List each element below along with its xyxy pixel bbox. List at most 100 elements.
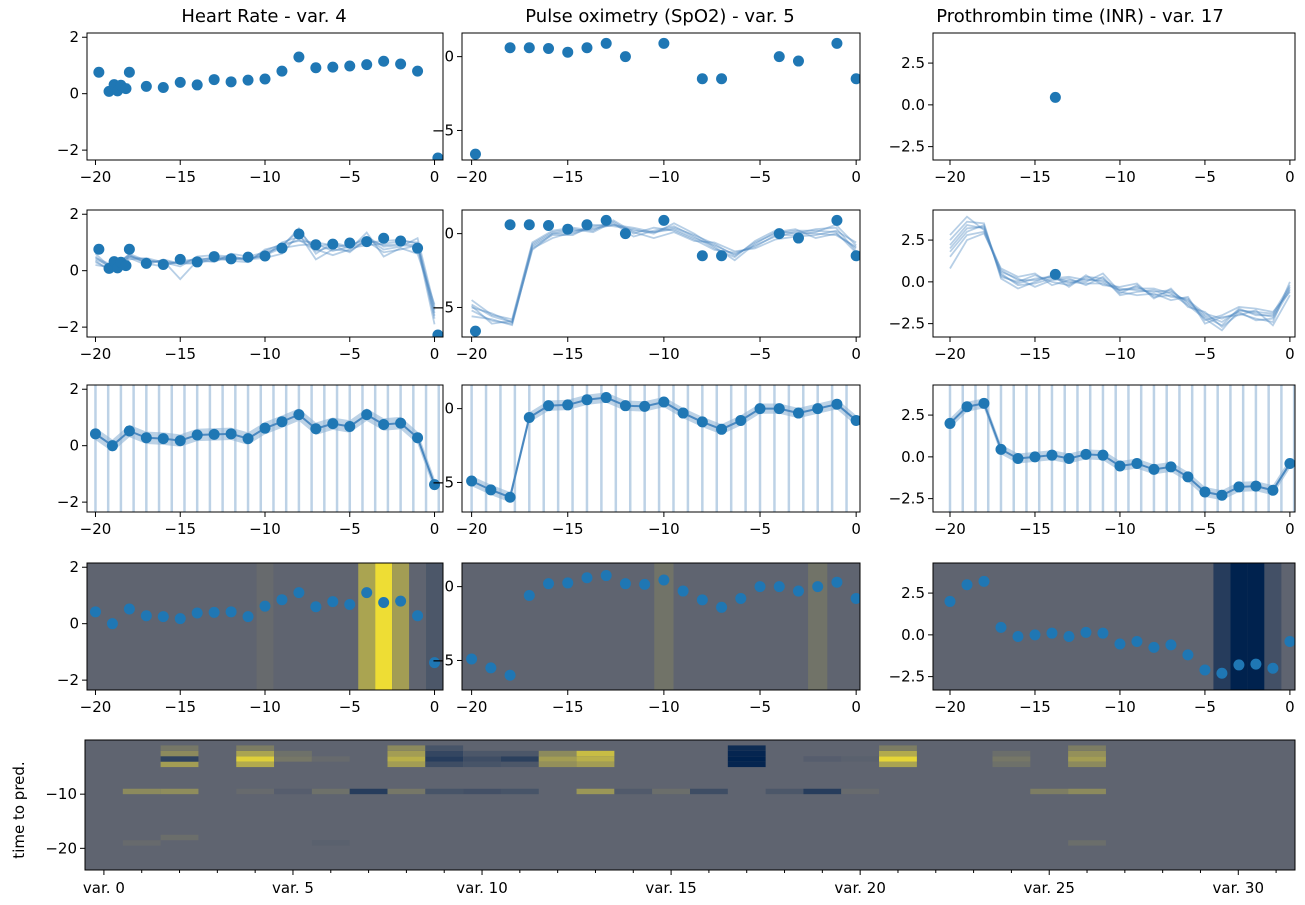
data-point [562,399,574,411]
data-point [1114,638,1126,650]
attribution-column [808,563,828,690]
heatmap-cell [727,745,766,751]
x-tick-label: −20 [80,345,112,363]
data-point [93,66,105,78]
heatmap-cell [576,761,615,768]
attribution-column [1213,563,1231,690]
data-point [1080,448,1092,460]
y-tick-label: −2 [57,318,79,336]
heatmap-cell [992,761,1031,768]
y-tick-label: 0 [444,225,454,243]
data-point [327,61,339,73]
panel-r1c2: −20 −15 −10 −5 0 −2.5 0.0 2.5 [889,209,1296,363]
data-point [310,601,322,613]
x-tick-label: −15 [1019,168,1051,186]
x-tick-label: −10 [648,520,680,538]
heatmap-cell [652,788,690,795]
data-point [344,598,356,610]
heatmap-cell [160,756,199,762]
data-point [658,37,670,49]
title-col-1: Pulse oximetry (SpO2) - var. 5 [525,6,794,27]
heatmap-cell [274,750,312,757]
heatmap-cell [727,761,766,768]
attribution-column [256,563,274,690]
data-point [543,220,555,232]
heatmap-cell [425,761,464,768]
heatmap-cell [425,756,464,762]
data-point [562,577,574,589]
data-point [361,59,373,71]
data-point [225,76,237,88]
heatmap-cell [236,761,275,768]
data-point [1063,453,1075,465]
data-point [543,43,555,55]
data-point [361,587,373,599]
data-point [716,423,728,435]
data-point [259,73,271,85]
data-point [696,594,708,606]
attribution-column [1247,563,1265,690]
x-tick-label: 0 [430,345,440,363]
x-tick-label: −5 [749,345,771,363]
x-tick-label: −20 [80,520,112,538]
x-tick-label: −15 [552,345,584,363]
heatmap-cell [311,788,350,795]
axes-frame [84,739,1296,871]
y-tick-label: −2.5 [889,138,925,156]
heatmap-cell [122,840,161,846]
heatmap-cell [274,756,312,762]
data-point [619,228,631,240]
x-tick-label: −20 [934,520,966,538]
x-tick-label: −10 [1104,168,1136,186]
y-tick-label: 0.0 [901,96,925,114]
y-tick-label: 2 [69,380,79,398]
axes-frame [86,384,444,513]
data-point [831,576,843,588]
data-point [600,570,612,582]
heatmap-cell [349,788,388,795]
axes-frame [932,562,1296,691]
x-tick-label: −20 [934,168,966,186]
plot-area [93,226,443,337]
data-point [696,73,708,85]
x-tick-label: −15 [164,168,196,186]
data-point [140,610,152,622]
sample-trajectory [949,230,1291,322]
heatmap-cell [387,761,426,768]
data-point [812,581,824,593]
data-point [1199,664,1211,676]
heatmap-cell [1030,788,1069,795]
data-point [995,621,1007,633]
data-point [504,491,516,503]
data-point [1080,626,1092,638]
data-point [1097,627,1109,639]
data-point [191,256,203,268]
sample-trajectory [471,222,857,325]
y-tick-label: −5 [432,473,454,491]
axes-frame [932,32,1296,161]
data-point [395,417,407,429]
x-tick-label: −15 [1019,345,1051,363]
heatmap-cell [160,745,199,751]
data-point [543,400,555,412]
data-point [1131,458,1143,470]
x-tick-label: −20 [934,345,966,363]
heatmap-ylabel: time to pred. [10,761,28,858]
heatmap-cell [160,761,199,768]
y-tick-label: −2 [57,493,79,511]
data-point [157,433,169,445]
data-point [850,592,860,604]
data-point [157,611,169,623]
heatmap-cell [500,756,539,762]
sample-trajectory [95,229,436,305]
data-point [1216,489,1228,501]
x-tick-label: −10 [249,520,281,538]
x-tick-label: var. 15 [645,879,696,897]
data-point [485,662,497,674]
data-point [378,55,390,67]
x-tick-label: −20 [456,168,488,186]
heatmap-cell [387,788,426,795]
data-point [831,214,843,226]
data-point [120,83,132,95]
y-tick-label: 2 [69,558,79,576]
